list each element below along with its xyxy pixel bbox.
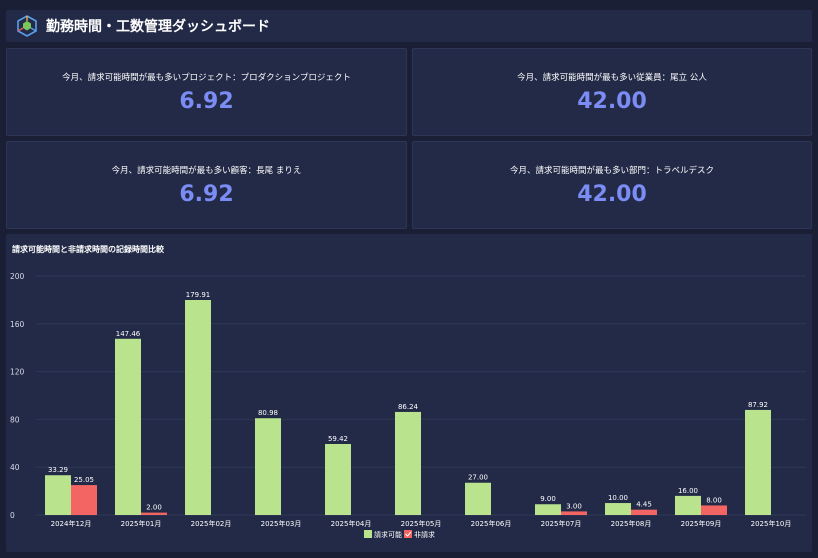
bar-non-billable[interactable]: [631, 509, 657, 515]
bar-non-billable[interactable]: [561, 511, 587, 515]
bar-billable[interactable]: [325, 443, 351, 515]
legend-label[interactable]: 請求可能: [374, 530, 402, 539]
y-tick-label: 160: [10, 320, 25, 329]
y-tick-label: 40: [10, 463, 20, 472]
data-label: 2.00: [146, 504, 162, 512]
billable-comparison-chart: 0 40 80 120 160 200 33.29 25.05 2024年12月 147.46 2.…: [10, 272, 806, 539]
kpi-value: 6.92: [179, 182, 234, 207]
x-tick-label: 2025年03月: [261, 519, 302, 528]
data-label: 179.91: [186, 291, 211, 299]
data-label: 3.00: [566, 502, 582, 510]
hexagon-cube-logo: [17, 15, 37, 37]
dashboard-header: 勤務時間・工数管理ダッシュボード: [6, 10, 812, 42]
data-label: 4.45: [636, 501, 652, 509]
data-label: 33.29: [48, 466, 68, 474]
legend-swatch: [364, 530, 372, 538]
data-label: 16.00: [678, 487, 698, 495]
x-tick-label: 2025年04月: [331, 519, 372, 528]
bar-billable[interactable]: [45, 475, 71, 515]
kpi-card-top-employee: 今月、請求可能時間が最も多い従業員：尾立 公人 42.00: [412, 48, 812, 136]
data-label: 59.42: [328, 435, 348, 443]
data-label: 8.00: [706, 496, 722, 504]
bar-billable[interactable]: [115, 338, 141, 515]
kpi-value: 6.92: [179, 89, 234, 114]
data-label: 87.92: [748, 401, 768, 409]
x-tick-label: 2025年01月: [121, 519, 162, 528]
bar-non-billable[interactable]: [71, 485, 97, 515]
kpi-card-top-customer: 今月、請求可能時間が最も多い顧客：長尾 まりえ 6.92: [6, 141, 407, 229]
y-tick-label: 0: [10, 511, 15, 520]
x-tick-label: 2025年05月: [401, 519, 442, 528]
x-tick-label: 2025年08月: [611, 519, 652, 528]
kpi-label: 今月、請求可能時間が最も多い従業員：尾立 公人: [517, 73, 707, 83]
bar-billable[interactable]: [745, 409, 771, 515]
data-label: 10.00: [608, 494, 628, 502]
y-tick-label: 80: [10, 415, 20, 424]
bar-billable[interactable]: [675, 495, 701, 515]
y-tick-label: 200: [10, 272, 25, 281]
data-label: 25.05: [74, 476, 94, 484]
bar-billable[interactable]: [465, 482, 491, 515]
data-label: 27.00: [468, 474, 488, 482]
data-label: 80.98: [258, 409, 278, 417]
kpi-card-top-department: 今月、請求可能時間が最も多い部門：トラベルデスク 42.00: [412, 141, 812, 229]
bar-billable[interactable]: [185, 300, 211, 515]
kpi-label: 今月、請求可能時間が最も多い部門：トラベルデスク: [509, 166, 714, 176]
bar-billable[interactable]: [395, 411, 421, 515]
check-icon: [405, 531, 412, 537]
data-label: 86.24: [398, 403, 419, 411]
bar-billable[interactable]: [605, 503, 631, 515]
chart-panel: 請求可能時間と非請求時間の記録時間比較 0 40 80 120 160 200 33.29 2…: [6, 234, 812, 552]
bar-billable[interactable]: [535, 504, 561, 515]
x-tick-label: 2025年10月: [751, 519, 792, 528]
legend-swatch: [404, 530, 412, 538]
data-label: 9.00: [540, 495, 556, 503]
bar-billable[interactable]: [255, 418, 281, 515]
kpi-card-top-project: 今月、請求可能時間が最も多いプロジェクト：プロダクションプロジェクト 6.92: [6, 48, 407, 136]
kpi-label: 今月、請求可能時間が最も多い顧客：長尾 まりえ: [111, 166, 302, 176]
x-tick-label: 2025年07月: [541, 519, 582, 528]
kpi-value: 42.00: [577, 182, 647, 207]
bar-non-billable[interactable]: [141, 512, 167, 515]
chart-title: 請求可能時間と非請求時間の記録時間比較: [12, 245, 164, 254]
kpi-value: 42.00: [577, 89, 647, 114]
legend-label[interactable]: 非請求: [414, 530, 435, 539]
bar-non-billable[interactable]: [701, 505, 727, 515]
data-label: 147.46: [116, 330, 141, 338]
kpi-label: 今月、請求可能時間が最も多いプロジェクト：プロダクションプロジェクト: [62, 73, 351, 83]
x-tick-label: 2025年02月: [191, 519, 232, 528]
x-tick-label: 2025年06月: [471, 519, 512, 528]
page-title: 勤務時間・工数管理ダッシュボード: [46, 19, 270, 35]
y-tick-label: 120: [10, 368, 25, 377]
x-tick-label: 2024年12月: [51, 519, 92, 528]
x-tick-label: 2025年09月: [681, 519, 722, 528]
